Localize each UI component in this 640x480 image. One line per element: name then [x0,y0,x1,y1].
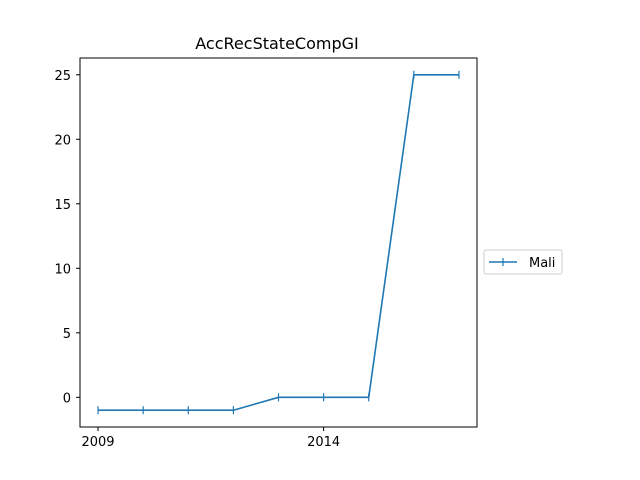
y-tick-label: 0 [63,391,71,406]
y-tick-label: 5 [63,327,71,342]
chart-title: AccRecStateCompGI [195,34,358,53]
legend-label-mali: Mali [529,256,555,271]
y-tick-label: 10 [54,262,71,277]
y-tick-label: 25 [54,69,71,84]
series-layer [97,70,460,415]
plot-area [79,57,478,428]
legend-box [483,249,563,275]
x-axis: 2009 2014 [81,427,340,450]
x-tick-label: 2014 [307,435,340,450]
legend: Mali [483,249,563,275]
series-line-mali [98,73,459,412]
y-axis: 0 5 10 15 20 25 [54,69,80,406]
y-tick-label: 20 [54,133,71,148]
y-tick-label: 15 [54,198,71,213]
x-tick-label: 2009 [81,435,114,450]
